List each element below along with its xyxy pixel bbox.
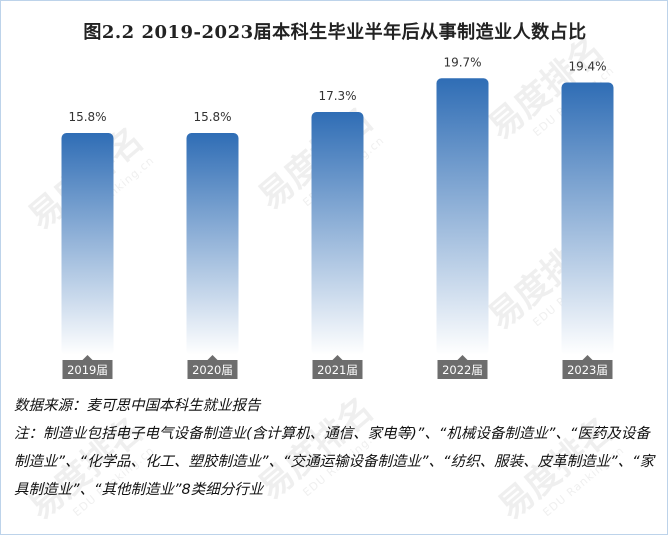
value-label: 15.8%: [68, 110, 106, 124]
category-label-box: [437, 360, 488, 379]
value-label: 19.7%: [443, 55, 481, 69]
bar-2022届: [436, 78, 489, 355]
chart-title: 图2.2 2019-2023届本科生毕业半年后从事制造业人数占比: [83, 22, 587, 43]
value-label: 17.3%: [318, 89, 356, 103]
value-label: 19.4%: [568, 59, 606, 73]
category-label-box: [187, 360, 238, 379]
bar-chart: 15.8% 2019届 15.8% 2020届 17.3% 2021届 19.7% 2022届…: [61, 55, 614, 379]
bar-2020届: [186, 133, 239, 355]
bar-2021届: [311, 111, 364, 355]
category-pointer: [457, 355, 468, 360]
category-label: 2021届: [317, 363, 358, 377]
chart-notes: 数据来源：麦可思中国本科生就业报告 注：制造业包括电子电气设备制造业(含计算机、…: [14, 392, 659, 504]
category-label: 2023届: [567, 363, 608, 377]
bar-2023届: [561, 82, 614, 355]
source-note: 数据来源：麦可思中国本科生就业报告: [14, 398, 261, 414]
category-label: 2022届: [442, 363, 483, 377]
bar-2019届: [61, 133, 114, 355]
category-label-box: [312, 360, 363, 379]
category-pointer: [582, 355, 593, 360]
category-label-box: [562, 360, 613, 379]
value-label: 15.8%: [193, 110, 231, 124]
category-label: 2020届: [192, 363, 233, 377]
category-label-box: [62, 360, 113, 379]
footnote: 注：制造业包括电子电气设备制造业(含计算机、通信、家电等)”、“机械设备制造业”…: [14, 426, 655, 498]
category-pointer: [82, 355, 93, 360]
category-pointer: [332, 355, 343, 360]
category-label: 2019届: [67, 363, 108, 377]
category-pointer: [207, 355, 218, 360]
